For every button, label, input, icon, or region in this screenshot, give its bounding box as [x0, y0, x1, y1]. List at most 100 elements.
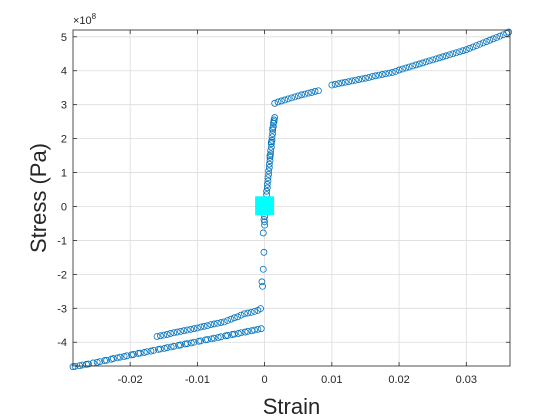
data-point: [351, 76, 359, 84]
data-point: [93, 358, 101, 366]
data-point: [264, 174, 272, 182]
y-exponent-label: ×108: [73, 12, 97, 27]
data-point: [271, 114, 279, 121]
data-point: [496, 32, 504, 40]
y-tick-label: 5: [61, 32, 67, 44]
data-point: [331, 80, 339, 88]
data-point: [415, 60, 423, 68]
data-point: [267, 143, 275, 151]
data-point: [412, 61, 420, 69]
data-point: [263, 184, 271, 192]
data-points: [69, 28, 513, 371]
data-point: [476, 40, 484, 48]
data-point: [466, 44, 474, 52]
data-point: [419, 59, 427, 67]
data-point: [230, 314, 238, 322]
data-point: [284, 95, 292, 103]
data-point: [345, 78, 353, 85]
y-tick-label: 2: [61, 134, 67, 146]
data-point: [214, 334, 222, 341]
data-point: [208, 335, 215, 343]
data-point: [244, 327, 252, 335]
data-point: [489, 35, 497, 43]
y-tick-label: -1: [57, 235, 67, 247]
data-point: [258, 278, 266, 286]
data-point: [197, 323, 205, 331]
data-point: [163, 331, 171, 338]
data-point: [217, 333, 225, 341]
data-point: [328, 81, 336, 89]
data-point: [190, 338, 198, 346]
data-point: [259, 229, 267, 237]
data-point: [304, 89, 312, 97]
data-point: [472, 42, 480, 50]
data-point: [269, 130, 277, 137]
data-point: [385, 69, 393, 77]
y-axis-title: Stress (Pa): [26, 143, 51, 253]
data-point: [265, 170, 273, 178]
data-point: [180, 327, 188, 335]
data-point: [170, 342, 178, 350]
data-point: [439, 53, 447, 61]
data-point: [294, 92, 302, 100]
data-point: [281, 96, 289, 104]
data-point: [462, 46, 470, 54]
data-point: [388, 69, 396, 76]
data-point: [210, 320, 218, 328]
data-point: [167, 330, 174, 337]
data-point: [265, 160, 273, 168]
data-point: [220, 318, 228, 326]
data-point: [266, 157, 274, 165]
data-point: [368, 73, 376, 80]
data-point: [268, 133, 276, 141]
data-point: [204, 322, 211, 330]
data-point: [267, 138, 275, 146]
data-point: [259, 265, 267, 273]
data-point: [257, 305, 264, 313]
data-point: [269, 126, 277, 134]
data-point: [436, 54, 443, 62]
data-point: [469, 43, 477, 51]
data-point: [422, 58, 430, 66]
data-point: [365, 74, 373, 81]
data-point: [271, 99, 279, 107]
data-point: [85, 360, 92, 368]
data-point: [170, 329, 178, 337]
data-point: [265, 164, 273, 171]
grid: [73, 30, 510, 366]
data-point: [372, 72, 379, 80]
data-point: [266, 152, 274, 159]
data-point: [217, 319, 225, 326]
data-point: [161, 344, 168, 352]
data-point: [459, 47, 467, 55]
data-point: [187, 339, 195, 347]
data-point: [190, 325, 198, 333]
data-point: [128, 351, 135, 359]
data-point: [234, 313, 242, 321]
data-point: [224, 317, 232, 324]
plot-frame: [72, 29, 511, 367]
data-point: [499, 31, 507, 39]
data-point: [120, 353, 128, 360]
data-point: [263, 181, 271, 188]
data-point: [358, 75, 366, 83]
data-point: [265, 167, 273, 175]
data-point: [267, 140, 275, 148]
x-tick-label: -0.02: [118, 374, 143, 386]
data-point: [392, 68, 400, 75]
data-point: [278, 97, 285, 105]
data-point: [266, 153, 274, 161]
data-point: [222, 332, 230, 340]
data-point: [263, 187, 271, 195]
data-point: [254, 325, 262, 333]
data-point: [257, 325, 265, 333]
data-point: [259, 282, 266, 290]
data-point: [362, 74, 369, 82]
data-point: [214, 319, 221, 327]
data-point: [375, 71, 383, 79]
data-point: [505, 28, 513, 36]
data-point: [269, 125, 277, 132]
data-point: [405, 63, 413, 71]
data-point: [227, 315, 235, 323]
x-tick-label: 0.03: [456, 374, 477, 386]
